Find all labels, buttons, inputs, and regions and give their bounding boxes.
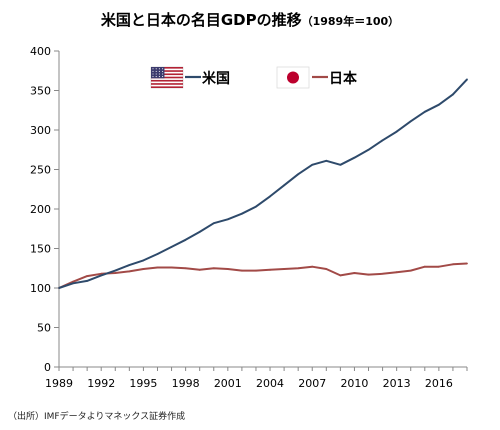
y-tick-label: 400: [30, 45, 51, 58]
data-point: [142, 268, 145, 270]
series-line: [58, 262, 468, 289]
x-tick-label: 1998: [172, 377, 200, 390]
y-tick-label: 250: [30, 164, 51, 177]
data-point: [367, 273, 370, 276]
x-tick-label: 1989: [45, 377, 73, 390]
data-point: [297, 267, 300, 270]
data-point: [311, 265, 314, 268]
data-point: [423, 265, 426, 268]
data-point: [226, 218, 229, 221]
data-point: [128, 270, 131, 273]
data-point: [452, 263, 454, 266]
chart-axes: 0 50 100 150 200 250 300 350 400 1989 1992 1995 1998…: [30, 45, 468, 390]
chart-title: 米国と日本の名目GDPの推移（1989年＝100）: [0, 9, 500, 30]
data-point: [184, 267, 187, 270]
data-point: [339, 274, 342, 277]
data-point: [311, 163, 314, 166]
data-point: [353, 272, 356, 274]
japan-flag-icon: [276, 66, 310, 89]
data-point: [86, 275, 89, 278]
y-tick-label: 200: [30, 203, 51, 216]
y-tick-label: 100: [30, 282, 51, 295]
data-point: [283, 268, 286, 270]
data-point: [184, 238, 187, 241]
data-point: [240, 269, 243, 272]
data-point: [353, 156, 356, 159]
data-point: [269, 195, 271, 198]
data-point: [128, 264, 131, 266]
data-point: [86, 279, 89, 282]
legend-label-japan: 日本: [329, 70, 358, 87]
x-tick-label: 2001: [214, 377, 242, 390]
x-tick-label: 1995: [129, 377, 157, 390]
data-point: [58, 287, 60, 289]
data-point: [466, 262, 468, 265]
data-point: [170, 246, 173, 248]
data-point: [423, 110, 426, 113]
data-point: [212, 267, 215, 270]
data-point: [325, 159, 328, 162]
data-point: [156, 266, 159, 269]
data-point: [114, 269, 117, 272]
chart-title-subtitle: （1989年＝100）: [301, 15, 400, 28]
x-tick-label: 2010: [340, 377, 368, 390]
y-tick-label: 50: [37, 322, 51, 335]
series-line: [58, 78, 468, 289]
data-point: [395, 271, 398, 274]
data-point: [339, 163, 342, 166]
data-point: [198, 231, 201, 233]
data-point: [226, 268, 229, 270]
data-point: [142, 259, 145, 262]
data-point: [325, 268, 328, 270]
us-flag-icon: [150, 66, 184, 89]
chart-legend: 米国 日本: [150, 66, 358, 89]
data-point: [269, 268, 271, 271]
y-tick-label: 150: [30, 243, 51, 256]
chart-title-main: 米国と日本の名目GDPの推移: [100, 11, 302, 29]
data-point: [255, 269, 257, 272]
data-point: [283, 184, 286, 187]
data-point: [72, 282, 74, 285]
source-note: （出所）IMFデータよりマネックス証券作成: [8, 412, 186, 422]
data-point: [114, 272, 117, 274]
data-point: [255, 205, 257, 208]
data-point: [466, 78, 468, 81]
data-point: [437, 265, 440, 268]
x-tick-label: 2016: [425, 377, 453, 390]
data-point: [381, 139, 384, 142]
data-point: [367, 148, 370, 151]
y-tick-label: 350: [30, 85, 51, 98]
data-point: [452, 93, 454, 96]
data-point: [72, 280, 74, 283]
data-point: [395, 130, 398, 133]
data-point: [409, 120, 412, 123]
data-point: [437, 103, 440, 106]
data-point: [198, 268, 201, 271]
x-tick-label: 2013: [383, 377, 411, 390]
y-tick-label: 0: [44, 361, 51, 374]
data-point: [156, 253, 159, 255]
data-point: [409, 269, 412, 272]
data-point: [100, 274, 103, 277]
x-tick-label: 2007: [298, 377, 326, 390]
legend-label-us: 米国: [202, 70, 230, 87]
data-point: [212, 222, 215, 225]
data-point: [297, 173, 300, 176]
x-tick-label: 2004: [256, 377, 284, 390]
data-point: [170, 266, 173, 269]
data-point: [381, 272, 384, 275]
chart-series: [58, 78, 468, 289]
x-tick-label: 1992: [87, 377, 115, 390]
data-point: [240, 212, 243, 215]
y-tick-label: 300: [30, 124, 51, 137]
